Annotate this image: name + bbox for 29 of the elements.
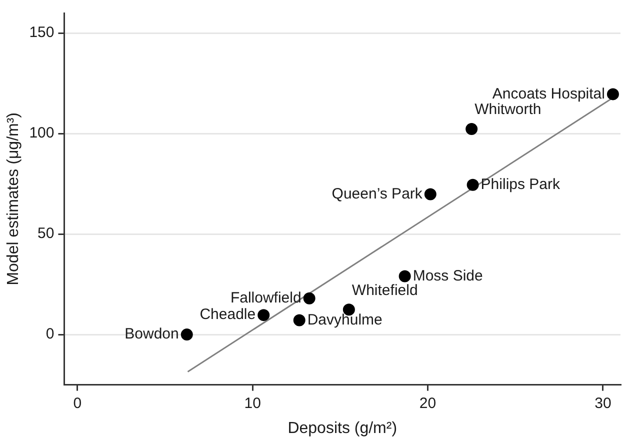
point — [398, 270, 411, 282]
x-tick-label: 0 — [73, 394, 82, 412]
point — [303, 292, 316, 304]
point — [424, 188, 436, 200]
annotation: Queen’s Park — [332, 185, 423, 202]
point — [466, 178, 479, 191]
point — [466, 122, 478, 135]
y-tick-label: 50 — [38, 225, 54, 242]
annotation: Whitworth — [474, 101, 542, 118]
annotation: Cheadle — [200, 306, 256, 324]
point — [606, 88, 619, 100]
y-tick-label: 100 — [29, 124, 54, 142]
annotation: Davyhulme — [307, 311, 382, 328]
point — [258, 309, 270, 322]
y-axis-title: Model estimates (μg/m³) — [5, 112, 22, 286]
y-tick-label: 0 — [46, 326, 54, 343]
x-tick-label: 30 — [594, 394, 612, 412]
point — [180, 328, 193, 341]
x-tick-label: 20 — [419, 394, 436, 412]
annotation: Moss Side — [412, 267, 483, 284]
y-tick-label: 150 — [29, 24, 54, 42]
point — [293, 314, 306, 326]
annotation: Philips Park — [480, 176, 560, 193]
annotation: Whitefield — [352, 282, 418, 299]
annotation: Bowdon — [124, 326, 179, 343]
x-tick-label: 10 — [244, 394, 261, 412]
annotation: Ancoats Hospital — [492, 85, 605, 102]
annotation: Fallowfield — [230, 290, 302, 307]
x-axis-title: Deposits (g/m²) — [288, 420, 398, 437]
